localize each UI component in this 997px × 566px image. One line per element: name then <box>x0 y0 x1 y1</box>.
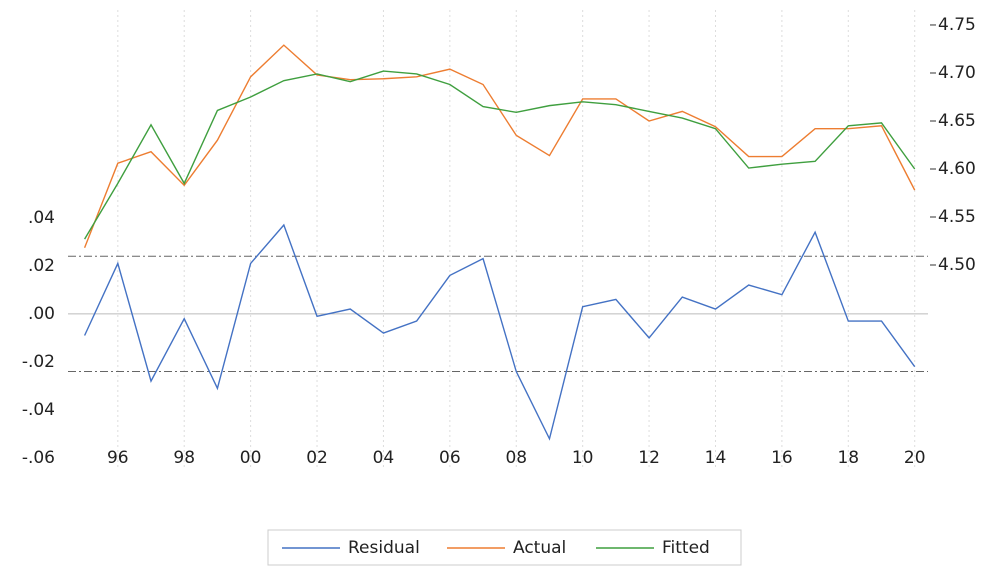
x-tick-label: 98 <box>173 448 195 468</box>
x-tick-label: 12 <box>638 448 660 468</box>
y2-tick-label: 4.55 <box>938 207 976 227</box>
y-tick-label: .04 <box>28 208 55 228</box>
series-line <box>83 223 916 441</box>
series-line <box>83 44 916 248</box>
y2-tick-label: 4.60 <box>938 159 976 179</box>
x-tick-label: 06 <box>439 448 461 468</box>
y2-tick-label: 4.75 <box>938 15 976 35</box>
x-tick-label: 02 <box>306 448 328 468</box>
x-tick-label: 20 <box>904 448 926 468</box>
x-tick-label: 08 <box>505 448 527 468</box>
x-tick-label: 16 <box>771 448 793 468</box>
y2-tick-label: 4.70 <box>938 63 976 83</box>
legend-label: Actual <box>513 538 566 558</box>
x-tick-label: 10 <box>572 448 594 468</box>
legend-label: Residual <box>348 538 420 558</box>
y-tick-label: -.06 <box>22 448 55 468</box>
y-tick-label: .00 <box>28 304 55 324</box>
y2-tick-label: 4.50 <box>938 255 976 275</box>
series-line <box>84 70 916 240</box>
legend-label: Fitted <box>662 538 710 558</box>
x-tick-label: 96 <box>107 448 129 468</box>
x-tick-label: 00 <box>240 448 262 468</box>
x-tick-label: 14 <box>705 448 727 468</box>
x-tick-label: 04 <box>373 448 395 468</box>
x-tick-label: 18 <box>837 448 859 468</box>
y-tick-label: -.04 <box>22 400 55 420</box>
y2-tick-label: 4.65 <box>938 111 976 131</box>
y-tick-label: .02 <box>28 256 55 276</box>
y-tick-label: -.02 <box>22 352 55 372</box>
